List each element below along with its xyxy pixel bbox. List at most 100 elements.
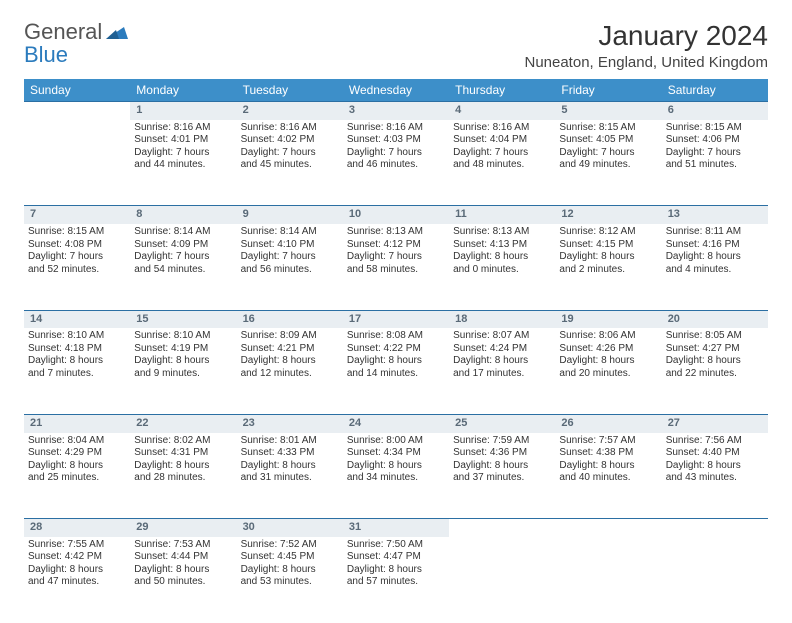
day-cell: Sunrise: 7:53 AMSunset: 4:44 PMDaylight:… — [130, 537, 236, 623]
day-info-line: and 25 minutes. — [28, 472, 126, 485]
day-info-line: Daylight: 8 hours — [347, 355, 445, 368]
day-cell: Sunrise: 7:50 AMSunset: 4:47 PMDaylight:… — [343, 537, 449, 623]
day-info-line: and 48 minutes. — [453, 159, 551, 172]
day-info-line: and 0 minutes. — [453, 264, 551, 277]
day-number: 19 — [555, 310, 661, 328]
day-info-line: Sunset: 4:36 PM — [453, 447, 551, 460]
day-info-line: Daylight: 8 hours — [28, 355, 126, 368]
day-number — [662, 519, 768, 537]
logo-text-2rend: Blue — [24, 42, 68, 67]
day-cell: Sunrise: 8:08 AMSunset: 4:22 PMDaylight:… — [343, 328, 449, 414]
day-info-line: Daylight: 8 hours — [28, 564, 126, 577]
day-info-line: Sunset: 4:47 PM — [347, 551, 445, 564]
day-info-line: Sunrise: 7:53 AM — [134, 539, 232, 552]
day-info-line: and 52 minutes. — [28, 264, 126, 277]
day-info-line: Sunset: 4:45 PM — [241, 551, 339, 564]
day-info-line: Sunrise: 8:04 AM — [28, 435, 126, 448]
day-info-line: Daylight: 8 hours — [453, 355, 551, 368]
day-number: 10 — [343, 206, 449, 224]
day-info-line: Daylight: 8 hours — [666, 251, 764, 264]
day-info-line: Daylight: 8 hours — [347, 564, 445, 577]
day-info-line: Daylight: 8 hours — [666, 460, 764, 473]
day-number: 18 — [449, 310, 555, 328]
day-info-line: Sunrise: 8:15 AM — [559, 122, 657, 135]
day-info-line: and 58 minutes. — [347, 264, 445, 277]
day-info-line: Daylight: 8 hours — [559, 251, 657, 264]
day-info-line: Daylight: 7 hours — [453, 147, 551, 160]
day-number: 2 — [237, 102, 343, 120]
day-info-line: Sunset: 4:10 PM — [241, 239, 339, 252]
day-info-line: and 46 minutes. — [347, 159, 445, 172]
day-info-line: Sunrise: 8:14 AM — [241, 226, 339, 239]
day-info-line: and 53 minutes. — [241, 576, 339, 589]
day-info-line: and 34 minutes. — [347, 472, 445, 485]
day-number: 24 — [343, 414, 449, 432]
day-info-line: Sunset: 4:03 PM — [347, 134, 445, 147]
day-number: 6 — [662, 102, 768, 120]
day-info-line: Sunrise: 8:02 AM — [134, 435, 232, 448]
weekday-header: Tuesday — [237, 79, 343, 102]
day-info-line: and 47 minutes. — [28, 576, 126, 589]
day-info-line: Sunset: 4:18 PM — [28, 343, 126, 356]
day-info-line: and 51 minutes. — [666, 159, 764, 172]
day-info-line: Daylight: 8 hours — [453, 251, 551, 264]
day-number: 5 — [555, 102, 661, 120]
day-cell: Sunrise: 8:10 AMSunset: 4:18 PMDaylight:… — [24, 328, 130, 414]
day-number: 17 — [343, 310, 449, 328]
day-info-line: Sunrise: 8:14 AM — [134, 226, 232, 239]
calendar-body: 123456Sunrise: 8:16 AMSunset: 4:01 PMDay… — [24, 102, 768, 623]
day-info-line: and 44 minutes. — [134, 159, 232, 172]
day-number: 8 — [130, 206, 236, 224]
day-info-line: Daylight: 8 hours — [241, 460, 339, 473]
day-info-line: Daylight: 8 hours — [559, 355, 657, 368]
day-number: 11 — [449, 206, 555, 224]
day-info-line: and 45 minutes. — [241, 159, 339, 172]
day-info-line: Sunset: 4:27 PM — [666, 343, 764, 356]
day-number: 15 — [130, 310, 236, 328]
day-info-line: Daylight: 8 hours — [453, 460, 551, 473]
page-title: January 2024 — [524, 20, 768, 52]
day-content-row: Sunrise: 8:10 AMSunset: 4:18 PMDaylight:… — [24, 328, 768, 414]
day-cell: Sunrise: 8:02 AMSunset: 4:31 PMDaylight:… — [130, 433, 236, 519]
day-info-line: and 14 minutes. — [347, 368, 445, 381]
day-number: 27 — [662, 414, 768, 432]
day-info-line: Sunrise: 8:11 AM — [666, 226, 764, 239]
day-info-line: and 37 minutes. — [453, 472, 551, 485]
day-number: 1 — [130, 102, 236, 120]
day-info-line: and 56 minutes. — [241, 264, 339, 277]
day-cell: Sunrise: 8:07 AMSunset: 4:24 PMDaylight:… — [449, 328, 555, 414]
day-info-line: Sunset: 4:16 PM — [666, 239, 764, 252]
logo: GeneralBlue — [24, 20, 128, 66]
day-cell: Sunrise: 7:55 AMSunset: 4:42 PMDaylight:… — [24, 537, 130, 623]
day-info-line: Sunrise: 8:15 AM — [666, 122, 764, 135]
day-info-line: and 17 minutes. — [453, 368, 551, 381]
day-number: 21 — [24, 414, 130, 432]
weekday-header: Monday — [130, 79, 236, 102]
day-number-row: 123456 — [24, 102, 768, 120]
day-info-line: and 40 minutes. — [559, 472, 657, 485]
day-info-line: Daylight: 8 hours — [134, 460, 232, 473]
day-info-line: Sunrise: 8:13 AM — [453, 226, 551, 239]
day-number: 26 — [555, 414, 661, 432]
day-info-line: and 20 minutes. — [559, 368, 657, 381]
day-number: 23 — [237, 414, 343, 432]
day-cell: Sunrise: 8:06 AMSunset: 4:26 PMDaylight:… — [555, 328, 661, 414]
day-info-line: Sunrise: 7:55 AM — [28, 539, 126, 552]
triangle-icon — [106, 19, 128, 44]
day-cell: Sunrise: 8:05 AMSunset: 4:27 PMDaylight:… — [662, 328, 768, 414]
weekday-header: Saturday — [662, 79, 768, 102]
day-content-row: Sunrise: 8:15 AMSunset: 4:08 PMDaylight:… — [24, 224, 768, 310]
day-info-line: Sunrise: 8:10 AM — [28, 330, 126, 343]
day-info-line: Daylight: 7 hours — [347, 147, 445, 160]
day-info-line: Sunrise: 8:15 AM — [28, 226, 126, 239]
day-info-line: Daylight: 8 hours — [241, 355, 339, 368]
day-info-line: Sunset: 4:15 PM — [559, 239, 657, 252]
day-info-line: Sunrise: 8:08 AM — [347, 330, 445, 343]
day-number — [24, 102, 130, 120]
day-info-line: Daylight: 7 hours — [134, 251, 232, 264]
title-block: January 2024 Nuneaton, England, United K… — [524, 20, 768, 71]
day-number-row: 21222324252627 — [24, 414, 768, 432]
day-info-line: and 43 minutes. — [666, 472, 764, 485]
day-info-line: and 57 minutes. — [347, 576, 445, 589]
day-info-line: Sunrise: 8:16 AM — [134, 122, 232, 135]
